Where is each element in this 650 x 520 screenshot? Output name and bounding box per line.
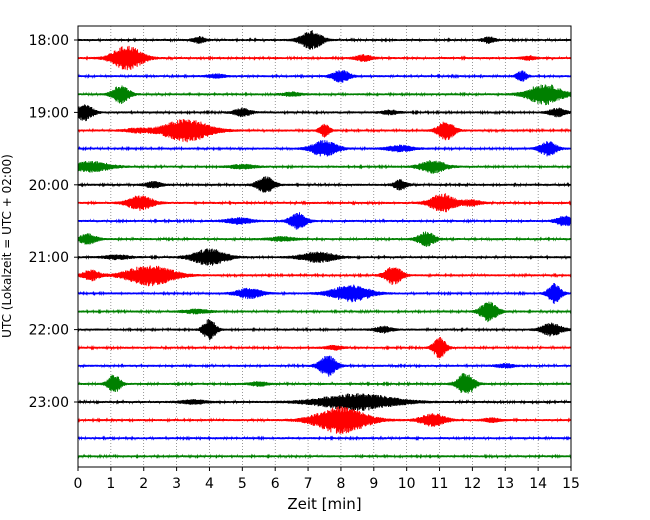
y-tick-label: 18:00 xyxy=(29,33,69,49)
trace-2215 xyxy=(77,336,572,359)
trace-1845 xyxy=(77,84,572,106)
trace-2330 xyxy=(77,435,572,441)
x-tick-label: 4 xyxy=(205,476,214,492)
trace-2030 xyxy=(77,212,572,230)
x-tick-label: 5 xyxy=(238,476,247,492)
y-axis: 18:00 19:00 20:00 21:00 22:00 23:00 xyxy=(29,33,78,411)
x-tick-label: 12 xyxy=(463,476,481,492)
x-tick-label: 14 xyxy=(529,476,547,492)
trace-2115 xyxy=(77,265,572,287)
x-axis: 0 1 2 3 4 5 6 7 8 9 10 11 12 13 14 15 xyxy=(74,467,580,492)
trace-2015 xyxy=(77,193,572,213)
x-tick-label: 13 xyxy=(496,476,514,492)
seismogram-traces xyxy=(77,30,572,460)
trace-1830 xyxy=(77,70,572,83)
y-tick-label: 21:00 xyxy=(29,250,69,266)
trace-2315 xyxy=(77,406,572,434)
trace-2245 xyxy=(77,373,572,394)
trace-2130 xyxy=(77,283,572,304)
x-tick-label: 9 xyxy=(369,476,378,492)
trace-2045 xyxy=(77,231,572,247)
trace-2200 xyxy=(77,318,572,341)
trace-1800 xyxy=(77,30,572,50)
y-tick-label: 19:00 xyxy=(29,105,69,121)
x-tick-label: 2 xyxy=(139,476,148,492)
y-tick-label: 22:00 xyxy=(29,323,69,339)
x-axis-label: Zeit [min] xyxy=(287,495,361,513)
x-tick-label: 1 xyxy=(106,476,115,492)
y-tick-label: 20:00 xyxy=(29,178,69,194)
x-tick-label: 10 xyxy=(398,476,416,492)
trace-2300 xyxy=(77,393,572,411)
trace-1930 xyxy=(77,140,572,157)
y-tick-label: 23:00 xyxy=(29,395,69,411)
trace-2230 xyxy=(77,355,572,377)
trace-1900 xyxy=(77,104,572,122)
trace-2100 xyxy=(77,248,572,266)
x-tick-label: 15 xyxy=(562,476,580,492)
trace-1915 xyxy=(77,119,572,143)
x-tick-label: 8 xyxy=(336,476,345,492)
trace-1945 xyxy=(77,160,572,174)
plot-frame xyxy=(77,25,572,468)
trace-2345 xyxy=(77,453,572,460)
x-tick-label: 6 xyxy=(271,476,280,492)
x-tick-label: 11 xyxy=(431,476,449,492)
x-tick-label: 7 xyxy=(304,476,313,492)
trace-1815 xyxy=(77,45,572,71)
trace-2145 xyxy=(77,301,572,323)
x-tick-label: 3 xyxy=(172,476,181,492)
x-tick-label: 0 xyxy=(74,476,83,492)
y-axis-label: UTC (Lokalzeit = UTC + 02:00) xyxy=(0,154,14,338)
trace-2000 xyxy=(77,176,572,193)
